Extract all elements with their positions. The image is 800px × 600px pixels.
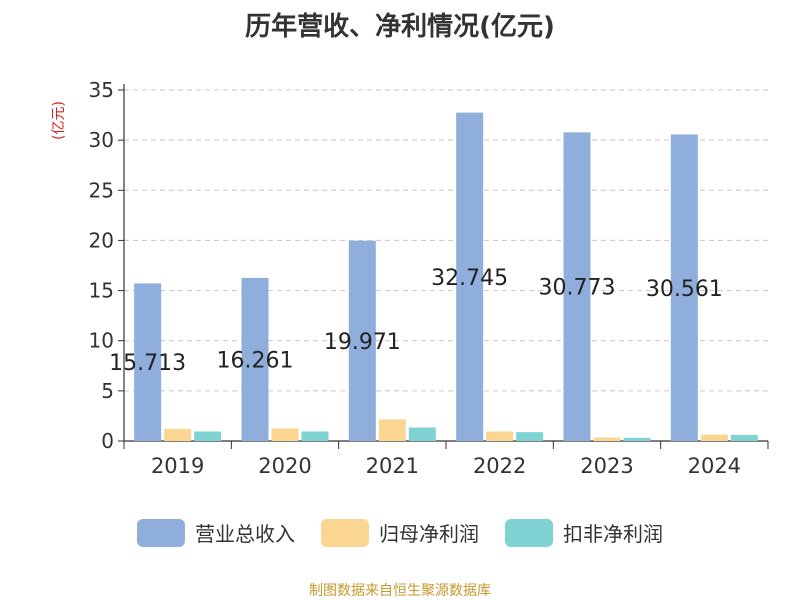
legend: 营业总收入 归母净利润 扣非净利润: [0, 518, 800, 547]
bar-revenue: [670, 134, 698, 441]
data-label-revenue: 19.971: [324, 330, 401, 355]
legend-label-deducted-net-profit: 扣非净利润: [563, 522, 663, 546]
data-label-revenue: 30.773: [539, 276, 616, 301]
legend-item-deducted-net-profit[interactable]: 扣非净利润: [505, 518, 663, 547]
bar-parent-net-profit: [593, 437, 621, 441]
y-tick-label: 15: [89, 279, 114, 303]
x-tick-label: 2020: [258, 454, 311, 478]
legend-label-parent-net-profit: 归母净利润: [379, 522, 479, 546]
x-tick-label: 2019: [151, 454, 204, 478]
y-tick-label: 20: [89, 228, 114, 252]
bar-deducted-net-profit: [194, 431, 222, 441]
bar-deducted-net-profit: [623, 437, 651, 441]
bar-deducted-net-profit: [516, 432, 544, 441]
bar-parent-net-profit: [486, 431, 514, 441]
data-label-revenue: 16.261: [217, 348, 294, 373]
bar-revenue: [456, 112, 484, 441]
bar-parent-net-profit: [378, 419, 406, 441]
bar-parent-net-profit: [271, 428, 299, 441]
bar-deducted-net-profit: [408, 427, 436, 441]
legend-swatch-deducted-net-profit: [505, 518, 553, 547]
y-tick-label: 30: [89, 128, 114, 152]
legend-swatch-revenue: [137, 518, 185, 547]
bar-deducted-net-profit: [301, 431, 329, 441]
y-tick-label: 0: [101, 429, 114, 453]
bar-revenue: [241, 277, 269, 441]
y-tick-label: 5: [101, 379, 114, 403]
bar-parent-net-profit: [164, 428, 192, 441]
data-label-revenue: 32.745: [431, 266, 508, 291]
y-tick-label: 25: [89, 178, 114, 202]
data-label-revenue: 15.713: [109, 351, 186, 376]
bar-deducted-net-profit: [730, 434, 758, 441]
bar-parent-net-profit: [700, 434, 728, 441]
x-tick-label: 2024: [688, 454, 741, 478]
legend-label-revenue: 营业总收入: [195, 522, 295, 546]
bar-revenue: [134, 283, 162, 441]
x-tick-label: 2023: [580, 454, 633, 478]
legend-item-revenue[interactable]: 营业总收入: [137, 518, 295, 547]
x-tick-label: 2022: [473, 454, 526, 478]
data-label-revenue: 30.561: [646, 277, 723, 302]
legend-item-parent-net-profit[interactable]: 归母净利润: [321, 518, 479, 547]
data-source-note: 制图数据来自恒生聚源数据库: [309, 583, 491, 599]
y-tick-label: 10: [89, 329, 114, 353]
y-tick-label: 35: [89, 78, 114, 102]
x-tick-label: 2021: [366, 454, 419, 478]
legend-swatch-parent-net-profit: [321, 518, 369, 547]
chart-title: 历年营收、净利情况(亿元): [245, 12, 555, 42]
bar-revenue: [348, 240, 376, 441]
bar-revenue: [563, 132, 591, 441]
